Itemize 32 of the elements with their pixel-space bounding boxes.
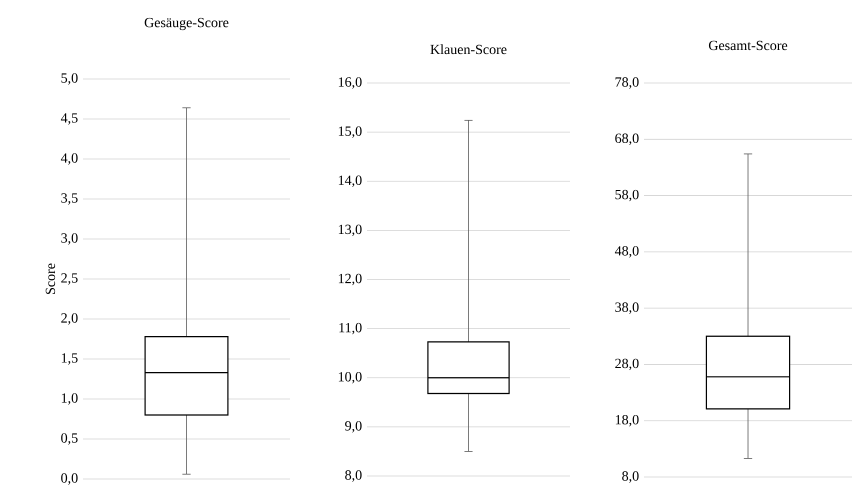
y-tick-label: 15,0	[338, 126, 362, 138]
y-tick-label: 18,0	[616, 414, 639, 426]
y-tick-label: 38,0	[615, 302, 639, 314]
y-tick-label: 0,5	[61, 433, 78, 445]
y-tick-label: 8,0	[622, 471, 639, 483]
chart-title: Gesamt-Score	[708, 40, 788, 50]
y-tick-label: 68,0	[615, 134, 639, 146]
y-tick-label: 8,0	[345, 470, 362, 482]
chart-title: Klauen-Score	[430, 44, 507, 54]
y-tick-label: 10,0	[338, 372, 362, 384]
y-tick-label: 14,0	[338, 176, 362, 187]
y-tick-label: 9,0	[345, 421, 362, 433]
y-tick-label: 28,0	[615, 358, 639, 370]
y-tick-label: 48,0	[614, 246, 639, 258]
y-tick-label: 12,0	[338, 274, 362, 286]
y-tick-label: 1,5	[62, 353, 78, 365]
y-tick-label: 78,0	[616, 77, 639, 89]
y-tick-label: 2,5	[61, 273, 78, 285]
y-tick-label: 0,0	[61, 473, 78, 485]
y-tick-label: 2,0	[61, 313, 78, 325]
y-tick-label: 3,5	[61, 193, 78, 205]
y-tick-label: 4,5	[60, 113, 78, 125]
y-axis-title: Score	[46, 264, 56, 294]
y-tick-label: 4,0	[60, 153, 78, 165]
y-tick-label: 1,0	[62, 393, 78, 405]
y-tick-label: 16,0	[338, 77, 362, 89]
y-tick-label: 58,0	[615, 190, 639, 202]
y-tick-label: 3,0	[61, 233, 78, 245]
y-tick-label: 11,0	[339, 322, 362, 334]
y-tick-label: 13,0	[338, 224, 362, 236]
chart-title: Gesäuge-Score	[144, 18, 228, 30]
y-tick-label: 5,0	[61, 73, 78, 85]
